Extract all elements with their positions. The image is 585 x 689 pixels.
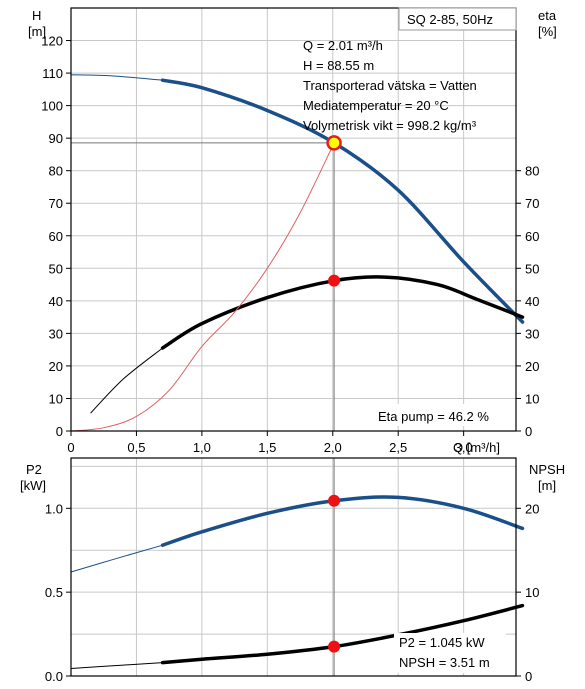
top-left-axis-title-line1: H — [32, 8, 41, 23]
y-left-tick-label: 10 — [49, 391, 63, 406]
npsh-tick-label: 20 — [525, 501, 539, 516]
operating-info: Q = 2.01 m³/h H = 88.55 m Transporterad … — [303, 38, 477, 133]
npsh-label: NPSH = 3.51 m — [399, 655, 490, 670]
y-left-tick-label: 120 — [41, 34, 63, 49]
y-right-tick-label: 40 — [525, 294, 539, 309]
eta-curve — [160, 275, 525, 350]
info-head: H = 88.55 m — [303, 58, 374, 73]
x-tick-label: 3,0 — [455, 440, 473, 455]
x-tick-label: 2,5 — [389, 440, 407, 455]
top-grid: 0 0,5 1,0 1,5 2,0 2,5 3,0 0 10 20 30 40 50 60 70 80 90 10… — [41, 8, 539, 455]
x-tick-label: 1,5 — [258, 440, 276, 455]
x-tick-label: 0 — [67, 440, 74, 455]
eta-pump-label: Eta pump = 46.2 % — [378, 409, 489, 424]
x-tick-label: 1,0 — [193, 440, 211, 455]
y-right-tick-label: 10 — [525, 391, 539, 406]
x-tick-label: 0,5 — [127, 440, 145, 455]
h-curve-thin — [70, 74, 163, 81]
y-left-tick-label: 20 — [49, 359, 63, 374]
p2-curve — [160, 495, 525, 547]
y-left-tick-label: 100 — [41, 99, 63, 114]
info-density: Volymetrisk vikt = 998.2 kg/m³ — [303, 118, 477, 133]
p2-curve-thin — [70, 544, 163, 573]
y-right-tick-label: 30 — [525, 326, 539, 341]
eta-label-box — [372, 404, 510, 426]
bottom-curves — [70, 458, 525, 676]
title-box — [398, 7, 517, 31]
head-duty-point — [326, 135, 342, 151]
eta-curve-thin — [90, 347, 163, 414]
p2-duty-point — [328, 494, 341, 507]
y-left-tick-label: 90 — [49, 131, 63, 146]
info-liquid: Transporterad vätska = Vatten — [303, 78, 477, 93]
y-right-tick-label: 60 — [525, 229, 539, 244]
bottom-left-axis-title-line1: P2 — [26, 462, 42, 477]
system-curve — [70, 142, 335, 432]
bottom-left-axis-title-line2: [kW] — [20, 478, 46, 493]
p2-tick-label: 0.5 — [45, 585, 63, 600]
y-left-tick-label: 0 — [56, 424, 63, 439]
p2-label: P2 = 1.045 kW — [399, 635, 485, 650]
chart-title: SQ 2-85, 50Hz — [407, 12, 493, 27]
y-left-tick-label: 60 — [49, 229, 63, 244]
y-left-tick-label: 70 — [49, 196, 63, 211]
npsh-tick-label: 0 — [525, 669, 532, 684]
p2-tick-label: 0.0 — [45, 669, 63, 684]
top-curves — [70, 74, 525, 432]
top-left-axis-title-line2: [m] — [28, 24, 46, 39]
top-right-axis-title-line2: [%] — [538, 24, 557, 39]
y-left-tick-label: 50 — [49, 261, 63, 276]
y-left-tick-label: 30 — [49, 326, 63, 341]
info-temperature: Mediatemperatur = 20 °C — [303, 98, 449, 113]
top-right-axis-title-line1: eta — [538, 8, 557, 23]
y-right-tick-label: 20 — [525, 359, 539, 374]
y-right-tick-label: 70 — [525, 196, 539, 211]
y-left-tick-label: 40 — [49, 294, 63, 309]
bottom-plot-frame — [70, 457, 517, 677]
eta-duty-point — [328, 274, 341, 287]
npsh-duty-point — [328, 640, 341, 653]
info-flow: Q = 2.01 m³/h — [303, 38, 383, 53]
npsh-curve-thin — [70, 662, 163, 669]
bottom-right-axis-title-line1: NPSH — [529, 462, 565, 477]
bottom-label-box — [394, 633, 506, 673]
x-axis-title: Q [m³/h] — [453, 440, 500, 455]
top-plot-frame — [70, 7, 517, 432]
npsh-tick-label: 10 — [525, 585, 539, 600]
y-right-tick-label: 80 — [525, 164, 539, 179]
y-left-tick-label: 110 — [42, 66, 63, 81]
y-left-tick-label: 80 — [49, 164, 63, 179]
bottom-grid: 0.0 0.5 1.0 0 10 20 — [45, 458, 539, 684]
bottom-right-axis-title-line2: [m] — [538, 478, 556, 493]
y-right-tick-label: 50 — [525, 261, 539, 276]
x-tick-label: 2,0 — [324, 440, 342, 455]
p2-tick-label: 1.0 — [45, 501, 63, 516]
y-right-tick-label: 0 — [525, 424, 532, 439]
h-curve — [160, 78, 525, 324]
